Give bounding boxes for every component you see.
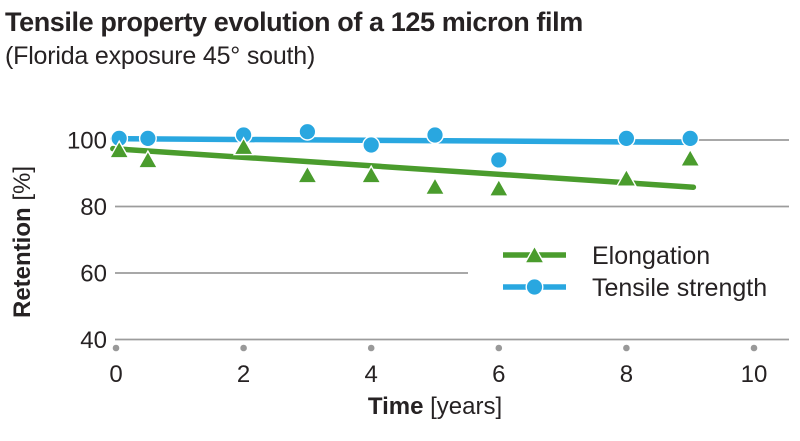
y-tick-label: 80 bbox=[80, 194, 107, 221]
x-tick-label: 10 bbox=[741, 361, 768, 388]
x-tick-label: 2 bbox=[237, 361, 250, 388]
tensile-strength-circle-legend-icon bbox=[525, 278, 544, 297]
x-tick-dot bbox=[367, 344, 375, 352]
x-tick-label: 0 bbox=[109, 361, 122, 388]
trendline-elongation bbox=[110, 145, 697, 190]
y-tick-label: 100 bbox=[67, 128, 107, 155]
elongation-triangle-marker bbox=[679, 148, 701, 167]
x-tick-label: 8 bbox=[620, 361, 633, 388]
x-tick-label: 4 bbox=[365, 361, 378, 388]
legend-label-tensile-strength: Tensile strength bbox=[592, 274, 767, 302]
chart-subtitle: (Florida exposure 45° south) bbox=[5, 42, 316, 70]
tensile-strength-circle-marker bbox=[681, 129, 700, 148]
elongation-triangle-marker bbox=[360, 164, 382, 184]
x-tick-dot bbox=[750, 344, 758, 352]
y-tick-label: 40 bbox=[80, 327, 107, 354]
legend-label-elongation: Elongation bbox=[592, 242, 710, 270]
tensile-strength-circle-marker bbox=[617, 129, 636, 148]
y-tick-label: 60 bbox=[80, 261, 107, 288]
chart-title: Tensile property evolution of a 125 micr… bbox=[5, 7, 583, 37]
tensile-strength-circle-marker bbox=[489, 150, 508, 169]
tensile-strength-circle-marker bbox=[138, 129, 157, 148]
x-tick-dot bbox=[495, 344, 503, 352]
x-tick-dot bbox=[623, 344, 630, 352]
elongation-triangle-marker bbox=[108, 139, 130, 159]
x-tick-label: 6 bbox=[492, 361, 505, 388]
elongation-triangle-marker bbox=[488, 177, 510, 197]
trendline-tensile-strength bbox=[110, 135, 697, 146]
x-tick-dot bbox=[240, 344, 247, 352]
elongation-triangle-marker bbox=[296, 164, 319, 184]
y-axis-title: Retention [%] bbox=[9, 166, 36, 318]
tensile-strength-circle-marker bbox=[426, 126, 445, 145]
elongation-triangle-marker bbox=[232, 136, 255, 156]
elongation-triangle-legend-icon bbox=[523, 244, 546, 264]
elongation-triangle-marker bbox=[137, 149, 159, 169]
elongation-triangle-marker bbox=[424, 176, 446, 196]
tensile-strength-circle-marker bbox=[298, 122, 317, 141]
x-tick-dot bbox=[112, 344, 120, 352]
tensile-strength-circle-marker bbox=[362, 135, 381, 154]
x-axis-title: Time [years] bbox=[368, 393, 502, 420]
elongation-triangle-marker bbox=[615, 168, 638, 187]
